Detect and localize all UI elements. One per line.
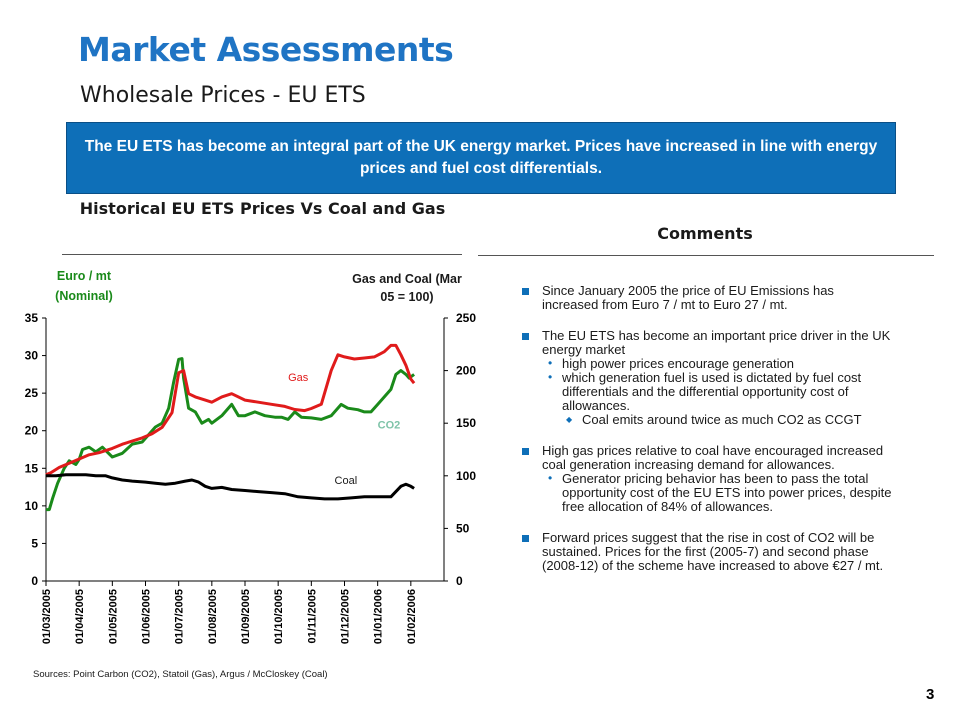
x-tick-label: 01/04/2005	[74, 589, 86, 644]
right-y-tick-label: 0	[456, 574, 463, 588]
chart-sources: Sources: Point Carbon (CO2), Statoil (Ga…	[33, 669, 328, 680]
x-tick-label: 01/05/2005	[107, 589, 119, 644]
series-line-coal	[46, 473, 415, 501]
x-tick-label: 01/07/2005	[174, 589, 186, 644]
summary-banner-text: The EU ETS has become an integral part o…	[84, 138, 878, 177]
comment-sub-bullet: high power prices encourage generation	[542, 356, 892, 371]
comment-text: Since January 2005 the price of EU Emiss…	[542, 283, 834, 312]
left-y-tick-label: 20	[25, 424, 39, 438]
x-tick-label: 01/02/2006	[406, 589, 418, 644]
right-axis-unit: Gas and Coal (Mar 05 = 100)	[352, 272, 462, 304]
comment-text: High gas prices relative to coal have en…	[542, 443, 884, 472]
comments-list: Since January 2005 the price of EU Emiss…	[522, 284, 892, 590]
comment-bullet: High gas prices relative to coal have en…	[522, 444, 892, 514]
comment-sub-text: Generator pricing behavior has been to p…	[562, 471, 892, 514]
left-y-tick-label: 0	[31, 574, 38, 588]
comment-text: The EU ETS has become an important price…	[542, 328, 891, 357]
comments-heading: Comments	[657, 224, 753, 243]
series-line-co2	[46, 357, 416, 512]
x-tick-label: 01/08/2005	[207, 589, 219, 644]
left-y-tick-label: 15	[25, 461, 39, 475]
left-y-tick-label: 30	[25, 349, 39, 363]
comment-subsub-bullet: Coal emits around twice as much CO2 as C…	[542, 412, 892, 428]
page-title: Market Assessments	[78, 30, 454, 69]
right-y-tick-label: 100	[456, 469, 476, 483]
left-y-tick-label: 5	[31, 536, 38, 550]
left-axis-unit: Euro / mt (Nominal)	[55, 269, 113, 303]
left-y-tick-label: 35	[25, 311, 39, 325]
comment-text: Forward prices suggest that the rise in …	[542, 530, 884, 573]
series-annotation: Gas	[288, 372, 309, 384]
right-y-tick-label: 250	[456, 311, 476, 325]
chart-heading: Historical EU ETS Prices Vs Coal and Gas	[79, 199, 446, 218]
comment-subsub-text: Coal emits around twice as much CO2 as C…	[582, 412, 862, 427]
series-line-gas	[45, 343, 416, 477]
x-tick-label: 01/06/2005	[141, 589, 153, 644]
right-y-tick-label: 150	[456, 416, 476, 430]
x-tick-label: 01/01/2006	[373, 589, 385, 644]
comment-bullet: The EU ETS has become an important price…	[522, 329, 892, 427]
comment-bullet: Forward prices suggest that the rise in …	[522, 531, 892, 573]
left-y-tick-label: 25	[25, 386, 39, 400]
page-subtitle: Wholesale Prices - EU ETS	[80, 83, 366, 108]
comment-sub-text: which generation fuel is used is dictate…	[562, 370, 862, 413]
comments-heading-rule	[478, 255, 934, 256]
comment-bullet: Since January 2005 the price of EU Emiss…	[522, 284, 892, 312]
series-annotation: CO2	[378, 419, 401, 431]
comment-sub-bullet: Generator pricing behavior has been to p…	[542, 471, 892, 514]
chart-heading-rule	[62, 254, 462, 255]
right-y-tick-label: 200	[456, 364, 476, 378]
comment-sub-text: high power prices encourage generation	[562, 356, 794, 371]
page-number: 3	[926, 686, 935, 703]
right-y-tick-label: 50	[456, 521, 470, 535]
x-tick-label: 01/11/2005	[306, 589, 318, 643]
comment-sub-bullet: which generation fuel is used is dictate…	[542, 370, 892, 413]
ets-price-chart: 0 5 10 15 20 25 30 35 0 50 100 150 200 250 01/03/2005 0…	[25, 311, 477, 644]
x-tick-label: 01/03/2005	[41, 589, 53, 644]
series-annotation: Coal	[335, 475, 358, 487]
summary-banner: The EU ETS has become an integral part o…	[66, 122, 896, 194]
x-tick-label: 01/10/2005	[273, 589, 285, 644]
left-y-tick-label: 10	[25, 499, 39, 513]
x-tick-label: 01/12/2005	[340, 589, 352, 644]
x-tick-label: 01/09/2005	[240, 589, 252, 644]
